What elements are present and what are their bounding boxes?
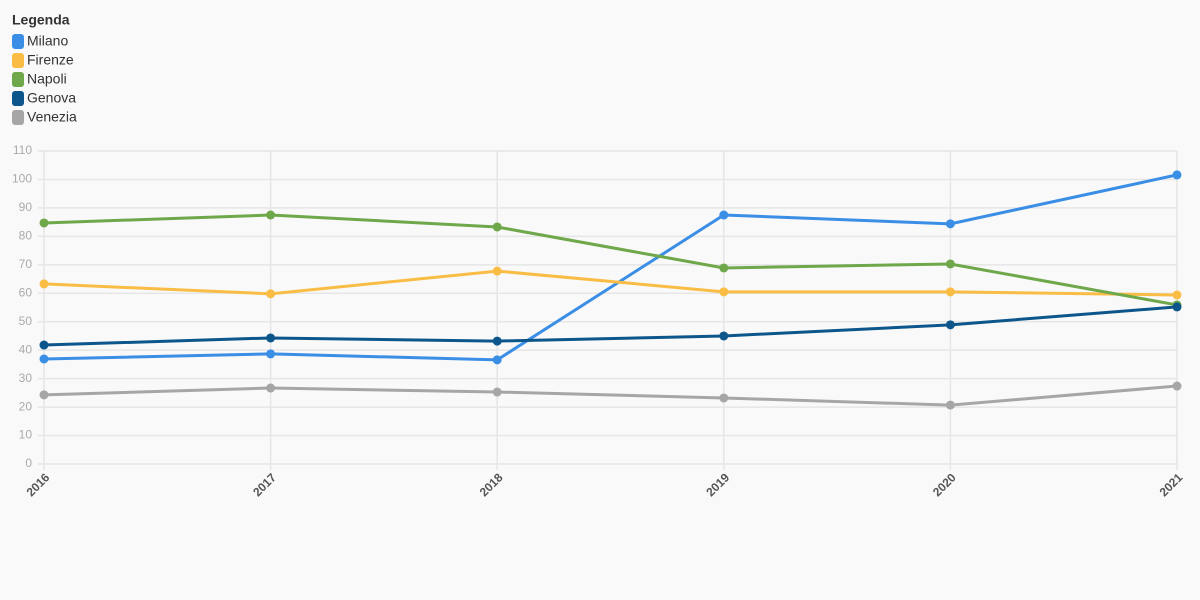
data-point	[945, 219, 955, 229]
data-point	[39, 279, 49, 289]
legend-swatch	[12, 34, 24, 49]
y-tick-label: 80	[19, 229, 33, 243]
data-point	[1172, 381, 1182, 391]
data-point	[1172, 290, 1182, 300]
y-tick-label: 70	[19, 257, 33, 271]
data-point	[39, 340, 49, 350]
y-tick-label: 10	[19, 428, 33, 442]
data-point	[719, 393, 729, 403]
series-line	[43, 384, 1178, 407]
data-point	[266, 289, 276, 299]
series-line	[43, 269, 1178, 297]
data-point	[719, 210, 729, 220]
legend-label: Firenze	[27, 52, 74, 68]
y-tick-label: 20	[19, 399, 33, 413]
y-tick-label: 110	[13, 143, 32, 157]
data-point	[719, 263, 729, 273]
y-tick-label: 90	[19, 200, 33, 214]
data-point	[719, 331, 729, 341]
data-point	[39, 390, 49, 400]
series-line	[43, 213, 1178, 307]
data-point	[266, 383, 276, 393]
legend-title: Legenda	[12, 12, 70, 28]
data-point	[1172, 302, 1182, 312]
data-point	[945, 320, 955, 330]
y-tick-label: 30	[19, 371, 33, 385]
series-line	[43, 305, 1178, 347]
legend-swatch	[12, 91, 24, 106]
data-point	[39, 218, 49, 228]
data-point	[719, 287, 729, 297]
y-tick-label: 40	[19, 342, 33, 356]
data-point	[945, 259, 955, 269]
legend-swatch	[12, 53, 24, 68]
y-tick-label: 60	[19, 285, 33, 299]
legend-label: Genova	[27, 90, 76, 106]
data-point	[266, 333, 276, 343]
legend-swatch	[12, 110, 24, 125]
data-point	[266, 349, 276, 359]
data-point	[492, 266, 502, 276]
data-point	[945, 400, 955, 410]
data-point	[1172, 170, 1182, 180]
legend-swatch	[12, 72, 24, 87]
y-tick-label: 100	[12, 172, 32, 186]
y-tick-label: 50	[19, 314, 33, 328]
y-tick-label: 0	[25, 456, 32, 470]
data-point	[39, 354, 49, 364]
legend-label: Venezia	[27, 109, 77, 125]
data-point	[492, 387, 502, 397]
series-line	[43, 173, 1178, 362]
legend-label: Milano	[27, 33, 68, 49]
data-point	[492, 336, 502, 346]
data-point	[266, 210, 276, 220]
data-point	[492, 355, 502, 365]
data-point	[492, 222, 502, 232]
data-point	[945, 287, 955, 297]
legend-label: Napoli	[27, 71, 67, 87]
